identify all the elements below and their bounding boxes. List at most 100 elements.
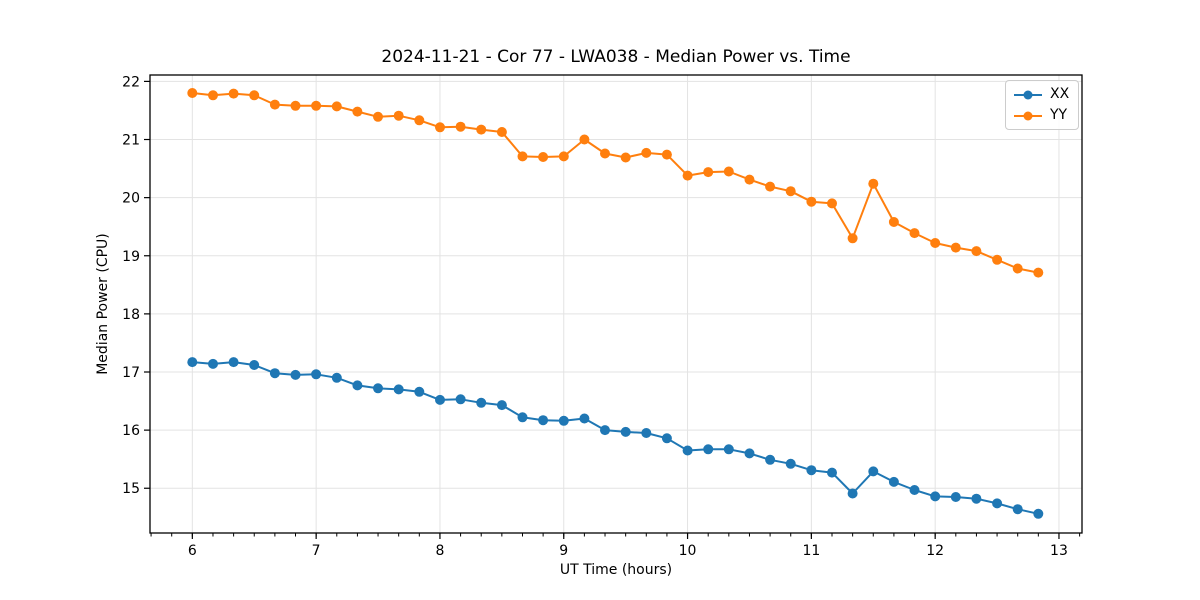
data-point (806, 196, 817, 207)
legend-marker-xx-icon (1014, 90, 1042, 99)
data-point (187, 88, 198, 98)
data-point (249, 360, 260, 370)
data-point (992, 254, 1003, 265)
data-point (558, 151, 569, 162)
data-point (641, 428, 652, 438)
data-point (208, 358, 218, 369)
data-point (950, 242, 961, 253)
legend-item-yy: YY (1013, 106, 1069, 125)
data-point (827, 467, 837, 478)
data-point (723, 166, 734, 177)
data-point (455, 394, 466, 405)
x-tick-label: 12 (926, 543, 944, 559)
gridlines (150, 75, 1082, 533)
data-point (476, 397, 487, 408)
legend-label-xx: XX (1050, 86, 1070, 102)
series-xx (187, 357, 1044, 519)
data-point (661, 433, 672, 444)
x-tick-label: 10 (679, 543, 697, 559)
data-point (579, 413, 590, 424)
data-point (765, 454, 776, 465)
data-point (868, 466, 879, 477)
data-point (888, 476, 899, 487)
data-point (641, 147, 652, 158)
data-point (847, 488, 858, 499)
data-point (744, 174, 755, 185)
data-point (331, 101, 342, 112)
chart-title: 2024-11-21 - Cor 77 - LWA038 - Median Po… (381, 47, 851, 67)
data-point (847, 233, 858, 244)
data-point (558, 415, 569, 426)
legend-marker-yy-icon (1014, 111, 1042, 120)
data-point (703, 444, 714, 455)
legend: XX YY (1005, 80, 1080, 130)
y-axis-label-text: Median Power (CPU) (95, 233, 111, 375)
data-point (1033, 267, 1044, 278)
data-point (1033, 508, 1044, 519)
data-point (682, 170, 693, 181)
data-point (393, 384, 404, 395)
data-point (620, 426, 631, 437)
x-axis-label: UT Time (hours) (559, 562, 673, 578)
axis-tick-labels: 6 7 8 9 10 11 12 13 15 16 17 18 19 20 21 22 (122, 74, 1068, 559)
data-point (888, 217, 899, 227)
data-point (930, 491, 941, 502)
data-point (992, 498, 1003, 509)
data-point (311, 100, 322, 111)
data-point (517, 151, 528, 162)
data-point (682, 445, 693, 456)
x-tick-label: 13 (1050, 543, 1068, 559)
legend-label-yy: YY (1050, 107, 1068, 123)
data-point (538, 415, 549, 426)
x-tick-label: 6 (188, 543, 197, 559)
data-point (455, 121, 466, 132)
data-point (1012, 263, 1023, 274)
legend-item-xx: XX (1013, 85, 1069, 104)
data-point (269, 368, 280, 379)
data-point (414, 115, 425, 126)
axis-ticks (144, 80, 1081, 539)
data-point (517, 412, 528, 423)
data-point (352, 380, 363, 391)
series-yy (187, 88, 1044, 278)
data-point (723, 444, 734, 455)
x-tick-label: 7 (312, 543, 321, 559)
data-point (909, 485, 920, 495)
data-point (930, 238, 941, 248)
data-point (785, 186, 796, 197)
data-point (228, 88, 239, 99)
data-point (971, 246, 982, 257)
data-point (806, 465, 817, 476)
x-tick-label: 11 (802, 543, 820, 559)
data-point (331, 372, 342, 383)
data-point (435, 394, 445, 405)
data-point (600, 148, 610, 159)
data-point (827, 198, 837, 209)
y-tick-label: 21 (122, 133, 140, 149)
data-point (496, 400, 507, 411)
series-line-yy (192, 92, 1039, 274)
y-tick-label: 15 (122, 481, 140, 497)
x-tick-label: 9 (559, 543, 568, 559)
data-point (290, 100, 301, 111)
data-point (600, 425, 610, 436)
data-point (971, 493, 982, 504)
data-point (352, 106, 363, 117)
x-tick-label: 8 (435, 543, 444, 559)
data-point (868, 178, 879, 189)
y-tick-label: 22 (122, 74, 140, 90)
data-point (228, 357, 239, 368)
data-point (1012, 504, 1023, 515)
data-point (950, 492, 961, 502)
data-point (785, 458, 796, 469)
data-point (538, 152, 549, 162)
data-point (290, 369, 301, 380)
data-point (249, 90, 260, 101)
data-point (414, 386, 425, 397)
data-point (765, 181, 776, 192)
data-point (661, 149, 672, 160)
data-point (703, 167, 714, 178)
y-tick-label: 18 (122, 307, 140, 323)
